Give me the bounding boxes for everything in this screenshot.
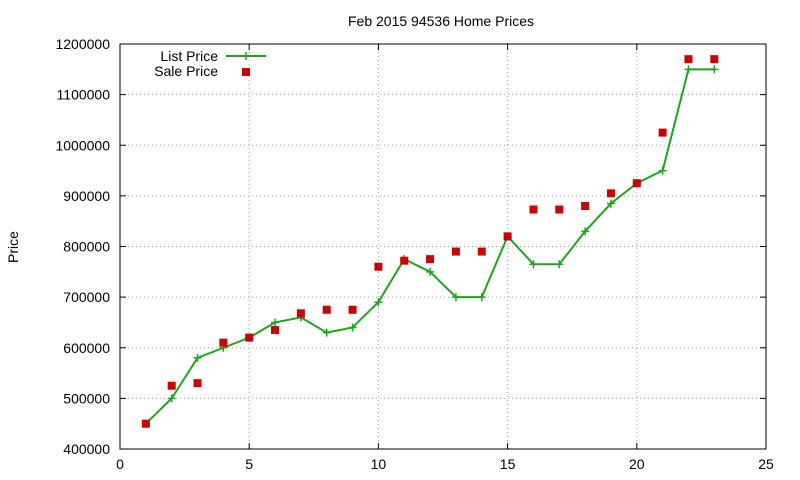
- sale-price-point: [581, 202, 590, 210]
- y-tick-label: 400000: [63, 441, 110, 457]
- list-price-point: [451, 293, 460, 302]
- sale-price-point: [684, 55, 693, 64]
- x-tick-label: 5: [245, 456, 253, 472]
- sale-price-point: [400, 256, 409, 265]
- x-tick-label: 25: [758, 456, 774, 472]
- list-price-point: [374, 298, 383, 307]
- list-price-point: [193, 353, 202, 362]
- y-tick-label: 700000: [63, 289, 110, 305]
- sale-price-point: [451, 247, 460, 256]
- y-axis-label: Price: [5, 231, 21, 263]
- sale-price-point: [271, 326, 280, 335]
- y-tick-label: 900000: [63, 188, 110, 204]
- legend-label-sale-price: Sale Price: [154, 63, 218, 79]
- y-tick-label: 1100000: [57, 87, 111, 103]
- list-price-point: [426, 267, 435, 276]
- list-price-point: [167, 394, 176, 403]
- sale-price-point: [632, 179, 641, 188]
- list-price-point: [555, 260, 564, 269]
- sale-price-point: [477, 247, 486, 256]
- sale-price-point: [296, 309, 305, 318]
- list-price-point: [477, 293, 486, 302]
- list-price-point: [658, 166, 667, 175]
- legend-marker-sale-price: [242, 68, 250, 76]
- x-tick-label: 15: [500, 456, 516, 472]
- sale-price-point: [167, 381, 176, 390]
- sale-price-point: [322, 305, 331, 314]
- list-price-point: [271, 318, 280, 327]
- sale-price-point: [141, 419, 150, 428]
- sale-price-point: [710, 55, 719, 64]
- y-tick-label: 600000: [63, 340, 110, 356]
- sale-price-point: [658, 128, 667, 137]
- sale-price-point: [503, 232, 512, 241]
- list-price-point: [322, 328, 331, 337]
- sale-price-point: [193, 379, 202, 388]
- list-price-point: [348, 323, 357, 332]
- list-price-point: [710, 65, 719, 74]
- legend-label-list-price: List Price: [160, 48, 218, 64]
- sale-price-point: [245, 333, 254, 342]
- y-tick-label: 1200000: [55, 36, 110, 52]
- grid: [120, 44, 766, 449]
- x-tick-label: 10: [371, 456, 387, 472]
- sale-price-point: [348, 305, 357, 314]
- sale-price-point: [606, 189, 615, 198]
- y-tick-label: 500000: [63, 390, 110, 406]
- sale-price-point: [426, 255, 435, 264]
- sale-price-point: [555, 205, 564, 214]
- sale-price-point: [529, 205, 538, 214]
- list-price-line: [145, 68, 715, 425]
- y-tick-label: 1000000: [55, 137, 110, 153]
- y-tick-label: 800000: [63, 239, 110, 255]
- list-price-point: [529, 260, 538, 269]
- axis-ticks: 0 5 10 15 20 25 400000 500000 600000 700000 800000…: [55, 36, 774, 472]
- series-layer: [141, 55, 719, 428]
- x-tick-label: 0: [116, 456, 124, 472]
- legend-marker-list-price: [242, 52, 250, 60]
- x-tick-label: 20: [629, 456, 645, 472]
- sale-price-point: [219, 338, 228, 347]
- list-price-point: [684, 65, 693, 74]
- list-price-point: [581, 227, 590, 236]
- chart-title: Feb 2015 94536 Home Prices: [348, 13, 534, 29]
- legend: List Price Sale Price: [154, 48, 266, 79]
- sale-price-point: [374, 262, 383, 271]
- list-price-point: [606, 199, 615, 208]
